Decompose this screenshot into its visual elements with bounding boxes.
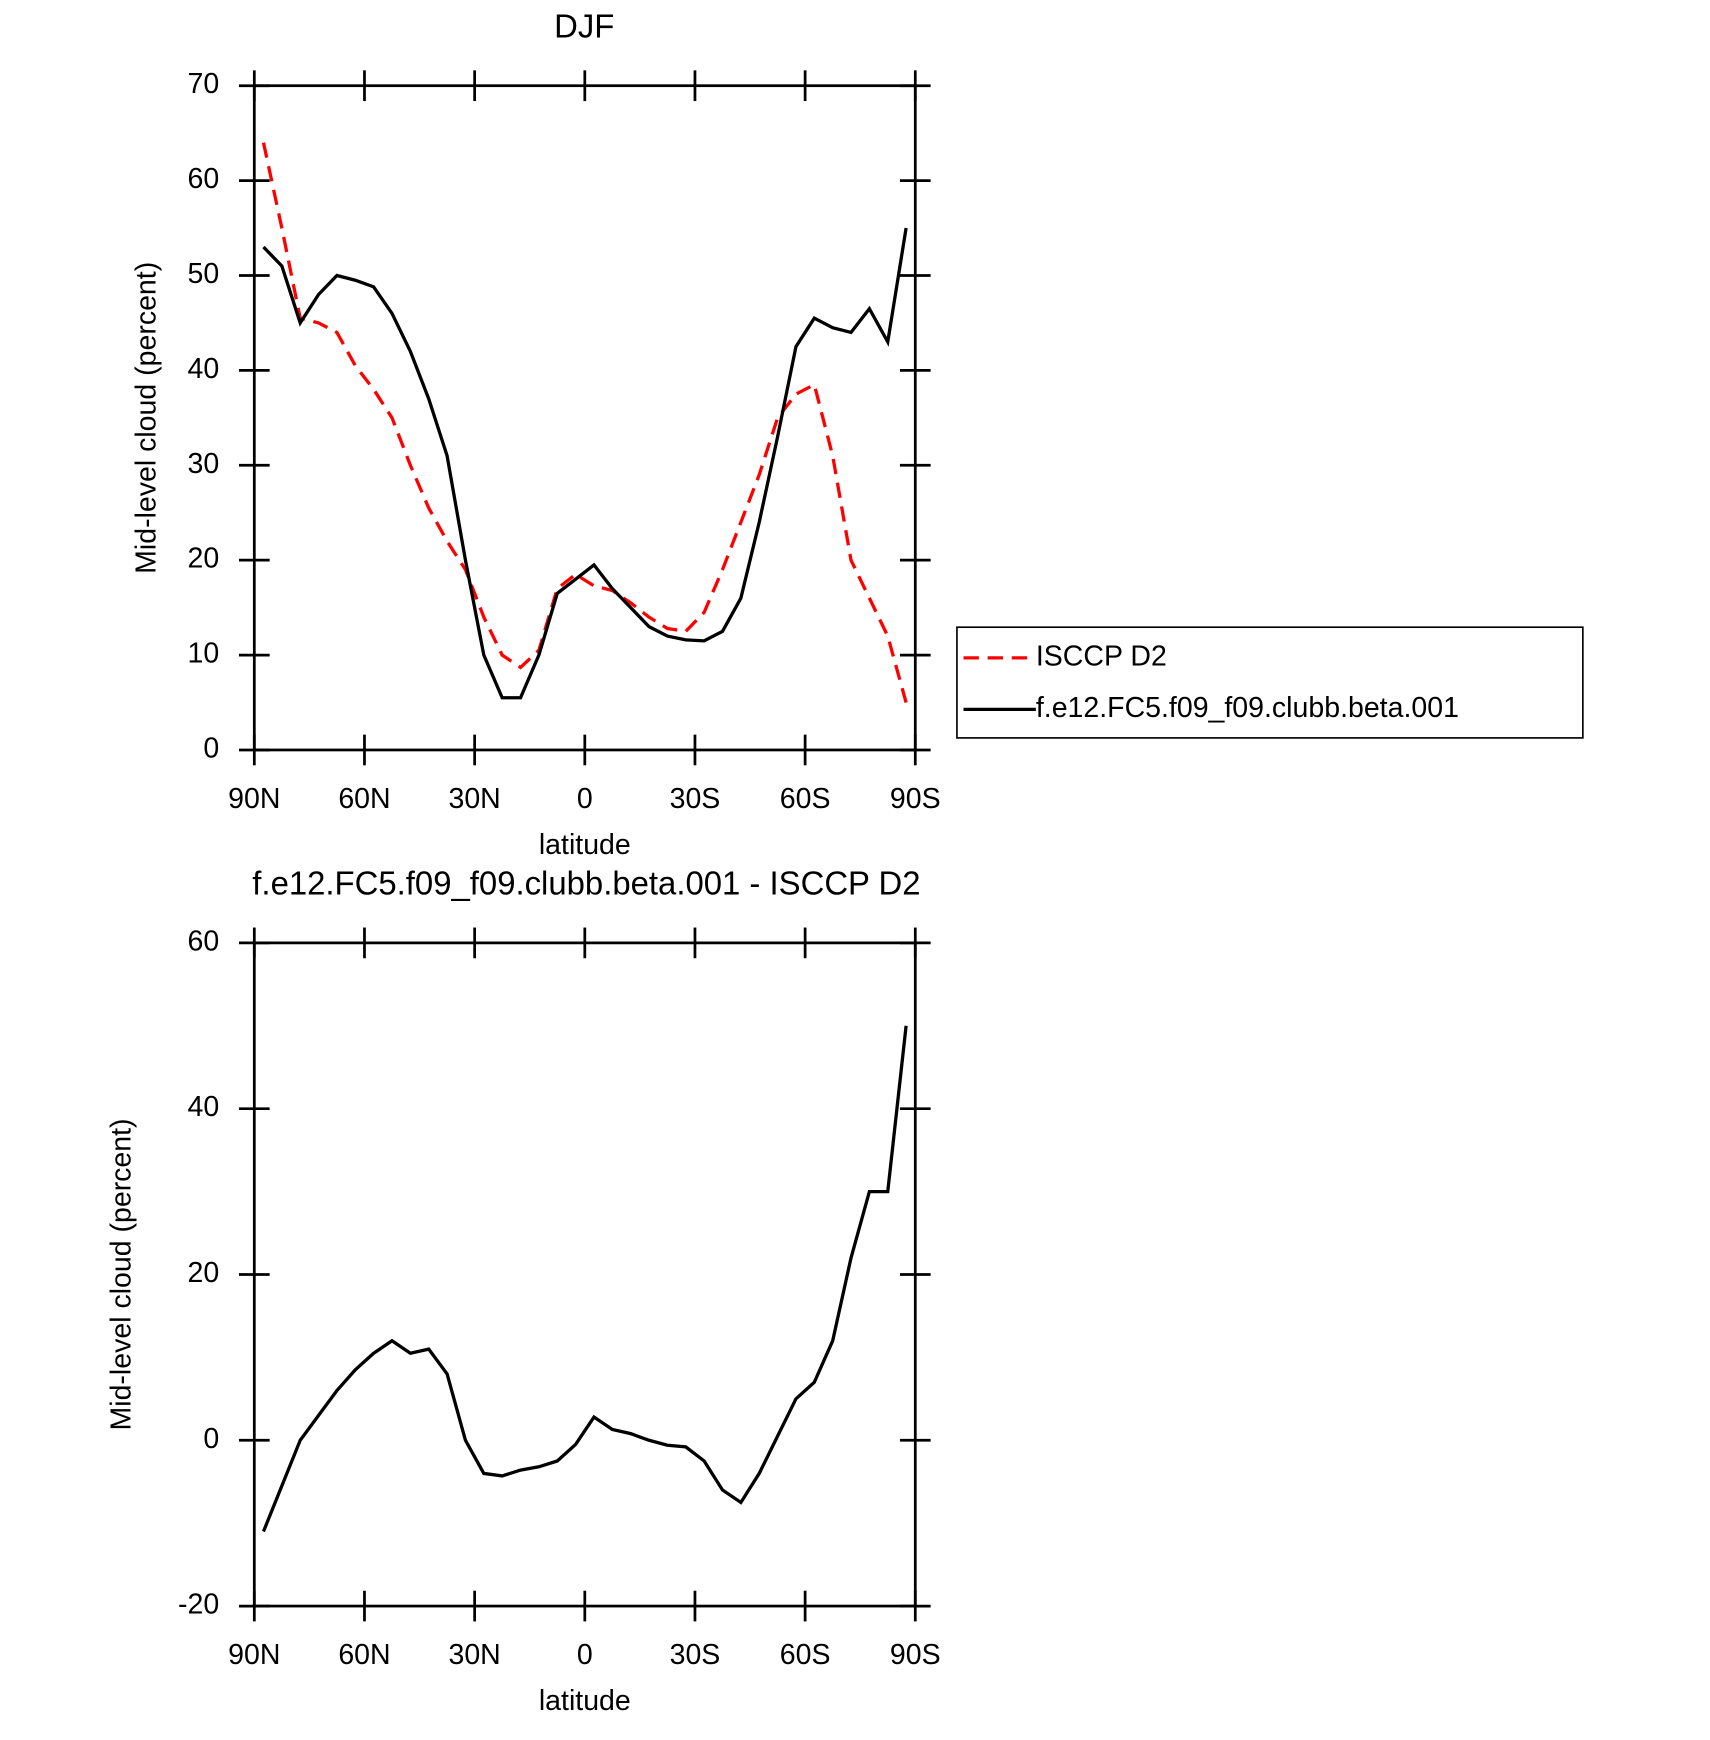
x-tick-label: 30S [670,1639,721,1671]
y-tick-label: 0 [203,733,219,765]
y-tick-label: 20 [188,543,220,575]
x-tick-label: 90S [890,1639,941,1671]
y-tick-label: 10 [188,638,220,670]
x-tick-label: 90S [890,783,941,815]
x-tick-label: 0 [577,783,593,815]
legend-box [956,626,1584,739]
y-tick-label: 60 [188,163,220,195]
x-tick-label: 60N [338,783,390,815]
x-tick-label: 90N [228,1639,280,1671]
series-line [261,1025,908,1533]
legend-label: ISCCP D2 [1036,640,1167,672]
plot-frame [252,941,917,1608]
x-tick-label: 30N [448,783,500,815]
chart-title: DJF [554,7,614,44]
chart-title: f.e12.FC5.f09_f09.clubb.beta.001 - ISCCP… [252,865,920,902]
y-tick-label: 20 [188,1257,220,1289]
plot-frame [252,84,917,752]
y-axis-label: Mid-level cloud (percent) [105,1118,137,1430]
x-tick-label: 0 [577,1639,593,1671]
x-tick-label: 30S [670,783,721,815]
y-tick-label: 60 [188,925,220,957]
y-tick-label: 50 [188,258,220,290]
y-tick-label: 40 [188,353,220,385]
y-tick-label: 0 [203,1423,219,1455]
x-axis-label: latitude [539,829,631,861]
y-tick-label: -20 [178,1589,219,1621]
legend-label: f.e12.FC5.f09_f09.clubb.beta.001 [1036,692,1459,724]
x-tick-label: 60N [338,1639,390,1671]
series-line [261,142,908,703]
x-axis-label: latitude [539,1685,631,1717]
y-tick-label: 40 [188,1091,220,1123]
x-tick-label: 60S [780,783,831,815]
x-tick-label: 90N [228,783,280,815]
series-line [262,227,908,700]
y-tick-label: 70 [188,68,220,100]
y-tick-label: 30 [188,448,220,480]
x-tick-label: 60S [780,1639,831,1671]
y-axis-label: Mid-level cloud (percent) [131,262,163,574]
x-tick-label: 30N [448,1639,500,1671]
